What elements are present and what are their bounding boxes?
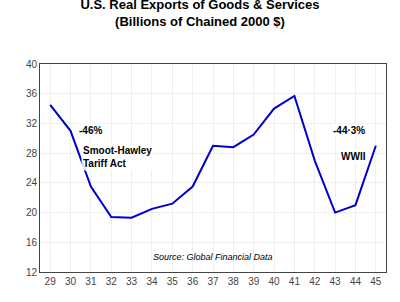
- svg-text:35: 35: [167, 276, 179, 287]
- svg-text:30: 30: [65, 276, 77, 287]
- svg-text:34: 34: [146, 276, 158, 287]
- svg-text:36: 36: [187, 276, 199, 287]
- svg-text:Smoot-HawleyTariff Act: Smoot-HawleyTariff Act: [83, 145, 152, 169]
- svg-text:29: 29: [45, 276, 57, 287]
- svg-text:24: 24: [26, 177, 38, 188]
- svg-text:-44·3%: -44·3%: [333, 125, 365, 136]
- svg-text:41: 41: [289, 276, 301, 287]
- svg-text:32: 32: [26, 118, 38, 129]
- svg-text:43: 43: [330, 276, 342, 287]
- svg-text:45: 45: [370, 276, 382, 287]
- svg-text:31: 31: [85, 276, 97, 287]
- svg-text:32: 32: [106, 276, 118, 287]
- svg-text:44: 44: [350, 276, 362, 287]
- svg-text:42: 42: [309, 276, 321, 287]
- svg-text:20: 20: [26, 207, 38, 218]
- svg-text:33: 33: [126, 276, 138, 287]
- svg-text:37: 37: [207, 276, 219, 287]
- svg-text:-46%: -46%: [79, 125, 102, 136]
- svg-text:38: 38: [228, 276, 240, 287]
- svg-text:36: 36: [26, 88, 38, 99]
- svg-text:12: 12: [26, 267, 38, 278]
- svg-text:40: 40: [268, 276, 280, 287]
- svg-text:U.S. Real Exports of Goods & S: U.S. Real Exports of Goods & Services(Bi…: [80, 0, 319, 29]
- svg-text:40: 40: [26, 59, 38, 70]
- svg-text:28: 28: [26, 148, 38, 159]
- svg-text:WWII: WWII: [341, 151, 366, 162]
- svg-text:39: 39: [248, 276, 260, 287]
- svg-text:Source: Global Financial Data: Source: Global Financial Data: [153, 252, 273, 262]
- svg-text:16: 16: [26, 237, 38, 248]
